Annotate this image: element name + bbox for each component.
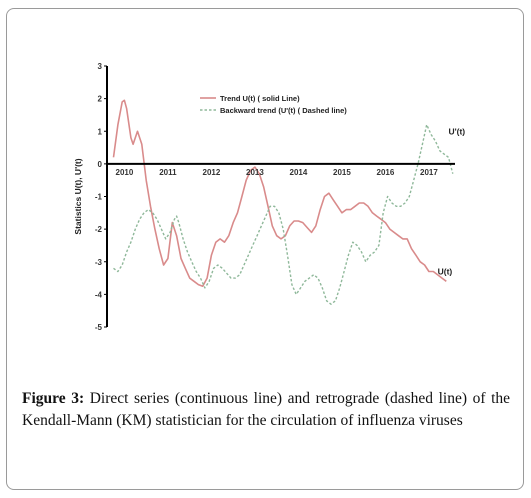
y-tick-label: 0 [98, 160, 103, 169]
figure-caption: Figure 3: Direct series (continuous line… [22, 388, 510, 432]
y-tick-label: 1 [98, 127, 103, 136]
y-tick-label: -3 [95, 258, 103, 267]
y-tick-label: -4 [95, 290, 103, 299]
caption-label: Figure 3: [22, 390, 85, 407]
y-tick-label: 2 [98, 95, 103, 104]
x-tick-label: 2010 [116, 168, 134, 177]
x-tick-label: 2016 [377, 168, 395, 177]
series-annotation: U(t) [438, 267, 453, 277]
y-tick-label: -1 [95, 193, 103, 202]
series-line-backward [113, 123, 454, 305]
legend-entry: Trend U(t) ( solid Line) [220, 94, 300, 103]
x-tick-label: 2017 [420, 168, 438, 177]
series-line-trend [112, 99, 447, 288]
y-axis-label: Statistics U(t), U'(t) [73, 158, 83, 234]
y-tick-label: -5 [95, 323, 103, 332]
caption-text: Direct series (continuous line) and retr… [22, 390, 511, 429]
x-tick-label: 2012 [203, 168, 221, 177]
figure-frame [6, 8, 524, 490]
series-annotation: U'(t) [448, 126, 465, 136]
x-tick-label: 2015 [333, 168, 351, 177]
x-tick-label: 2013 [246, 168, 264, 177]
x-tick-label: 2014 [290, 168, 308, 177]
y-tick-label: -2 [95, 225, 103, 234]
y-tick-label: 3 [98, 62, 103, 71]
x-tick-label: 2011 [159, 168, 177, 177]
legend-entry: Backward trend (U'(t) ( Dashed line) [220, 106, 347, 115]
